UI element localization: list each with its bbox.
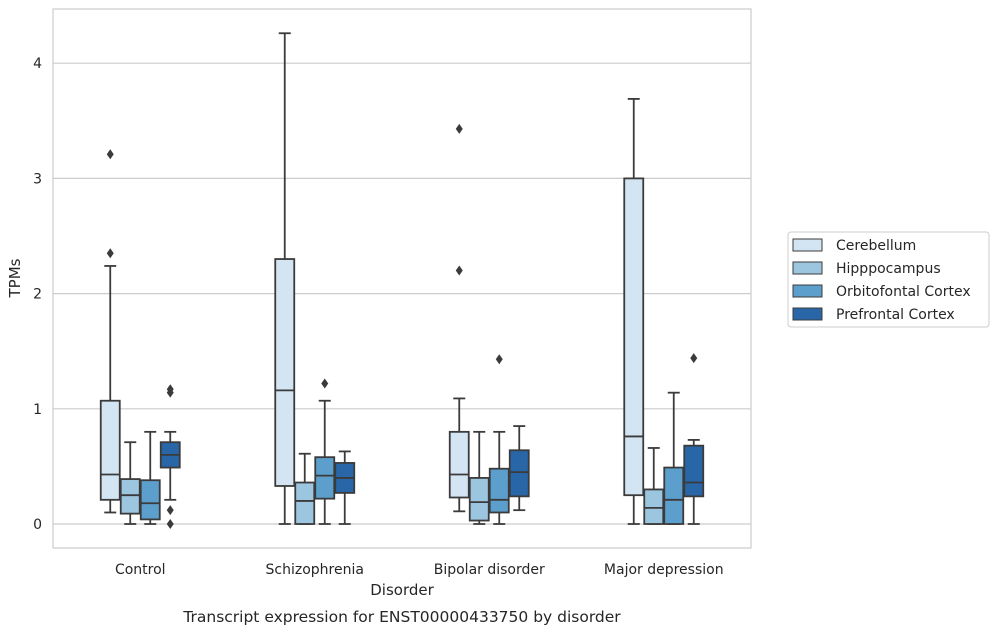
legend-swatch [792,261,823,275]
y-tick-label: 0 [33,517,42,533]
box-0-2 [139,430,161,525]
chart-caption: Transcript expression for ENST0000043375… [182,608,621,626]
legend-label: Hipppocampus [836,261,941,277]
legend-label: Cerebellum [836,238,916,254]
box-2-2 [488,354,510,525]
outlier-point [166,519,174,529]
plot-area-frame [52,8,752,549]
box-1-0 [274,32,296,525]
outlier-point [455,265,463,276]
y-tick-label: 4 [33,56,42,72]
box-iqr [314,456,336,500]
box-iqr [488,467,510,514]
legend-swatch [792,238,823,252]
outlier-point [166,505,174,516]
box-iqr [508,449,530,498]
box-3-3 [683,353,705,525]
legend-swatch [792,284,823,298]
box-3-1 [643,447,665,525]
box-0-3 [159,384,181,529]
x-tick-label: Major depression [604,562,724,578]
box-iqr [643,488,665,525]
box-marks [99,32,705,529]
outlier-point [495,354,503,365]
y-tick-label: 2 [33,287,42,303]
box-1-1 [294,452,316,525]
y-tick-label: 1 [33,402,42,418]
box-iqr [663,466,685,525]
y-axis-label: TPMs [6,258,24,298]
box-3-2 [663,391,685,525]
legend-label: Prefrontal Cortex [836,307,955,323]
box-2-1 [468,430,490,525]
legend-swatch [792,307,823,321]
box-3-0 [623,98,645,525]
outlier-point [106,248,114,259]
x-tick-label: Bipolar disorder [434,562,545,578]
outlier-point [690,353,698,364]
y-tick-label: 3 [33,171,42,187]
grid-lines [53,62,751,525]
x-tick-label: Control [115,562,166,578]
box-iqr [468,477,490,522]
legend: Cerebellum Hipppocampus Orbitofontal Corte… [787,231,990,328]
x-axis-label: Disorder [370,581,434,599]
x-tick-labels: Control Schizophrenia Bipolar disorder Majo… [115,562,724,578]
y-tick-labels: 0 1 2 3 4 [33,56,42,533]
box-0-1 [119,441,141,525]
box-1-3 [334,450,356,525]
box-iqr [683,444,705,498]
legend-frame [787,231,990,328]
outlier-point [106,149,114,160]
box-iqr [139,479,161,521]
box-iqr [448,430,470,499]
outlier-point [321,378,329,389]
box-1-2 [314,378,336,525]
box-iqr [294,481,316,525]
box-iqr [623,177,645,497]
box-iqr [274,258,296,487]
box-iqr [99,399,121,501]
outlier-point [455,123,463,134]
x-tick-label: Schizophrenia [266,562,364,578]
box-2-0 [448,123,470,513]
box-iqr [119,478,141,515]
box-2-3 [508,425,530,512]
box-0-0 [99,149,121,514]
outlier-point [166,384,174,395]
legend-label: Orbitofontal Cortex [836,284,971,300]
